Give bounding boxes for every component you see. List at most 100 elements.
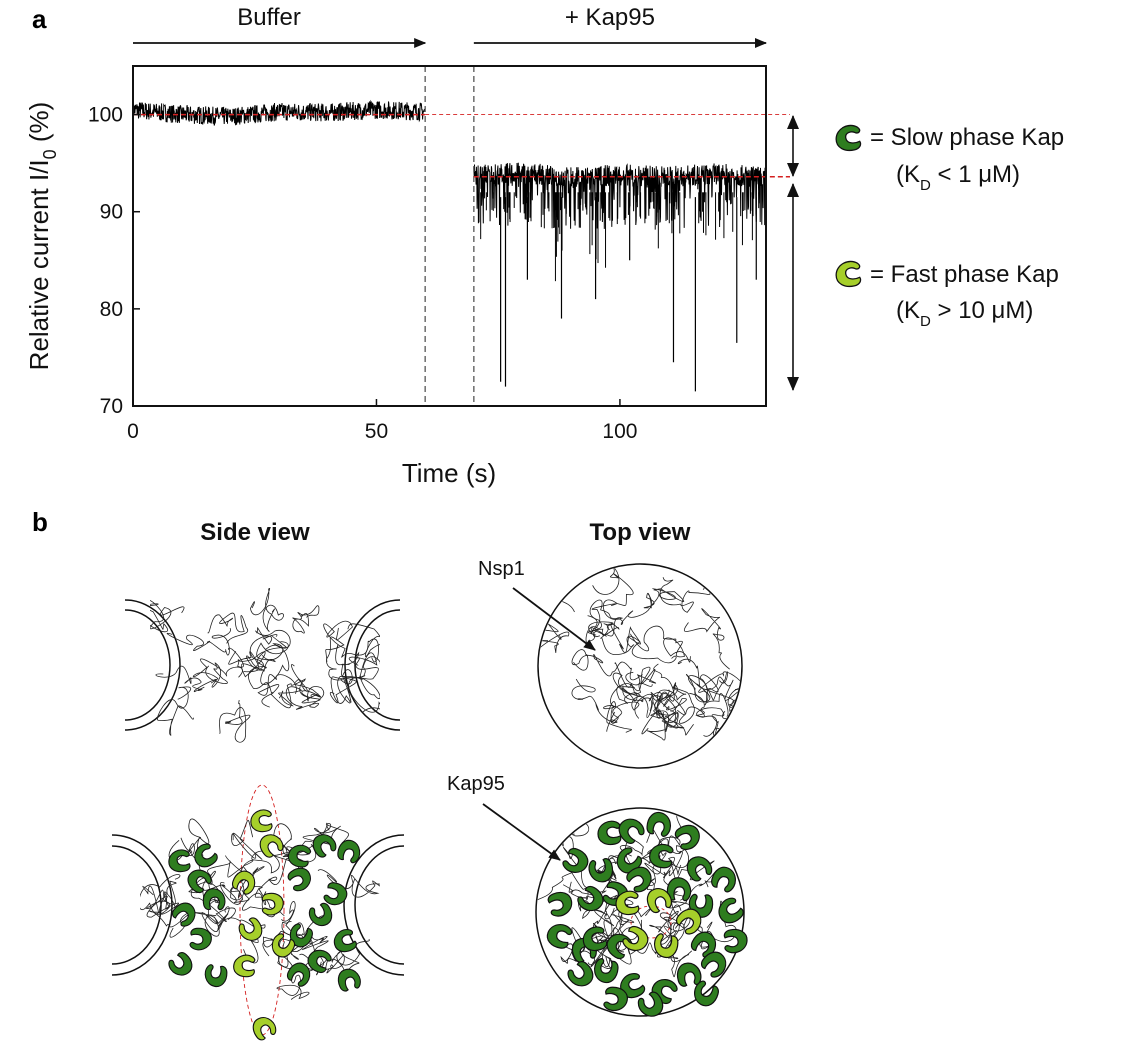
nsp1-strand <box>157 686 194 736</box>
y-tick-label-0: 70 <box>100 395 123 418</box>
legend: = Slow phase Kap (KD < 1 μM) = Fast phas… <box>835 124 1064 330</box>
nsp1-strand <box>347 623 380 676</box>
nsp1-strand <box>630 625 691 663</box>
nsp1-strand <box>330 675 380 713</box>
kap-icon <box>335 836 364 866</box>
slow-kap-icon <box>835 124 862 152</box>
kap95-label: Kap95 <box>447 773 505 795</box>
x-axis-title: Time (s) <box>402 458 496 488</box>
nsp1-strand <box>659 577 711 613</box>
y-axis-title-sub: 0 <box>40 149 60 159</box>
kap-icon <box>644 809 675 839</box>
nsp1-strand <box>219 700 251 743</box>
x-tick-label-2: 100 <box>602 420 637 443</box>
nsp1-strand <box>207 612 249 644</box>
nsp1-strand <box>155 665 217 693</box>
x-tick-label-0: 0 <box>127 420 139 443</box>
nsp1-strand <box>278 686 324 710</box>
kap-icon <box>647 841 676 870</box>
tick-layer: 0 50 100 70 80 90 100 <box>88 104 637 443</box>
nsp1-label: Nsp1 <box>478 558 525 580</box>
y-axis-title: Relative current I/I0 (%) <box>24 102 60 371</box>
side-view-kap-pore <box>111 784 405 1043</box>
nsp1-strand <box>562 884 615 946</box>
panel-a-label: a <box>32 4 47 34</box>
plot-frame <box>132 65 767 407</box>
trace-layer <box>132 99 767 392</box>
y-tick-label-1: 80 <box>100 298 123 321</box>
nsp1-strand <box>587 593 652 636</box>
annotation-label-0: Buffer <box>237 4 301 31</box>
nsp1-strand <box>335 644 380 700</box>
nsp1-strand <box>594 857 618 912</box>
kap-icon <box>676 961 703 988</box>
kap-icon <box>708 863 741 896</box>
nsp1-strand <box>249 588 284 632</box>
nsp1-strand <box>672 686 705 724</box>
kap-icon <box>331 927 359 955</box>
nsp1-strand <box>677 658 735 706</box>
nsp1-strand <box>643 588 685 609</box>
nsp1-strand <box>262 901 296 957</box>
nsp1-strand <box>592 906 652 939</box>
kap-icon <box>615 890 640 916</box>
kap-icon <box>306 901 336 930</box>
side-view-empty-pore <box>124 588 401 743</box>
nsp1-strand <box>606 672 653 733</box>
nsp1-strand <box>227 644 290 685</box>
nsp1-strand <box>146 880 186 918</box>
top-view-kap <box>535 807 748 1022</box>
kap-icon <box>165 949 197 981</box>
nsp1-strand <box>241 866 281 913</box>
legend-fast-kd: (KD > 10 μM) <box>896 297 1033 330</box>
fast-kap-icon <box>835 260 862 288</box>
kap-icon <box>285 841 313 870</box>
nsp1-strand <box>166 628 231 656</box>
nsp1-strand <box>537 872 601 908</box>
kap-icon <box>597 820 622 846</box>
nsp1-strand <box>650 694 694 736</box>
annotation-layer: Buffer + Kap95 <box>133 4 767 48</box>
nsp1-strand <box>257 664 306 709</box>
nsp1-strand <box>323 620 379 663</box>
nsp1-strand <box>658 835 683 878</box>
nsp1-arrow <box>512 587 596 651</box>
nsp1-strand <box>616 685 653 712</box>
nsp1-strand <box>603 691 654 724</box>
kap-icon <box>168 849 191 873</box>
nsp1-strand <box>614 662 656 692</box>
nsp1-strand <box>641 709 679 741</box>
kap-icon <box>647 973 681 1007</box>
nsp1-strand <box>276 957 329 1000</box>
kap-icon <box>188 926 214 953</box>
x-tick-label-1: 50 <box>365 420 388 443</box>
kap-icon <box>232 953 257 979</box>
kap-icon <box>285 864 315 894</box>
kap-icon <box>713 894 747 928</box>
nsp1-strand <box>150 600 185 633</box>
kap-icon <box>169 898 201 930</box>
nsp1-strand <box>192 658 243 688</box>
nsp1-strand <box>231 819 280 874</box>
nsp1-strand <box>248 634 287 708</box>
nsp1-mesh-top <box>539 565 741 752</box>
side-view-title: Side view <box>200 519 310 546</box>
reference-lines <box>133 66 790 406</box>
nsp1-strand <box>696 676 741 717</box>
kap-icon <box>543 919 575 952</box>
nsp1-strand <box>591 603 641 653</box>
nsp1-strand <box>683 608 730 670</box>
legend-slow-kd: (KD < 1 μM) <box>896 161 1020 194</box>
nsp1-strand <box>571 649 643 681</box>
kap-icon <box>651 931 681 961</box>
y-axis-title-main: Relative current I/I <box>24 159 54 370</box>
kap-icon <box>619 923 653 957</box>
nsp1-strand <box>634 663 675 719</box>
nsp1-strand <box>331 938 370 981</box>
kap-icon <box>559 845 593 879</box>
y-axis-title-unit: (%) <box>24 102 54 150</box>
legend-fast-label: = Fast phase Kap <box>870 261 1059 288</box>
kap-icon <box>580 925 609 953</box>
trace-buffer <box>132 99 426 126</box>
